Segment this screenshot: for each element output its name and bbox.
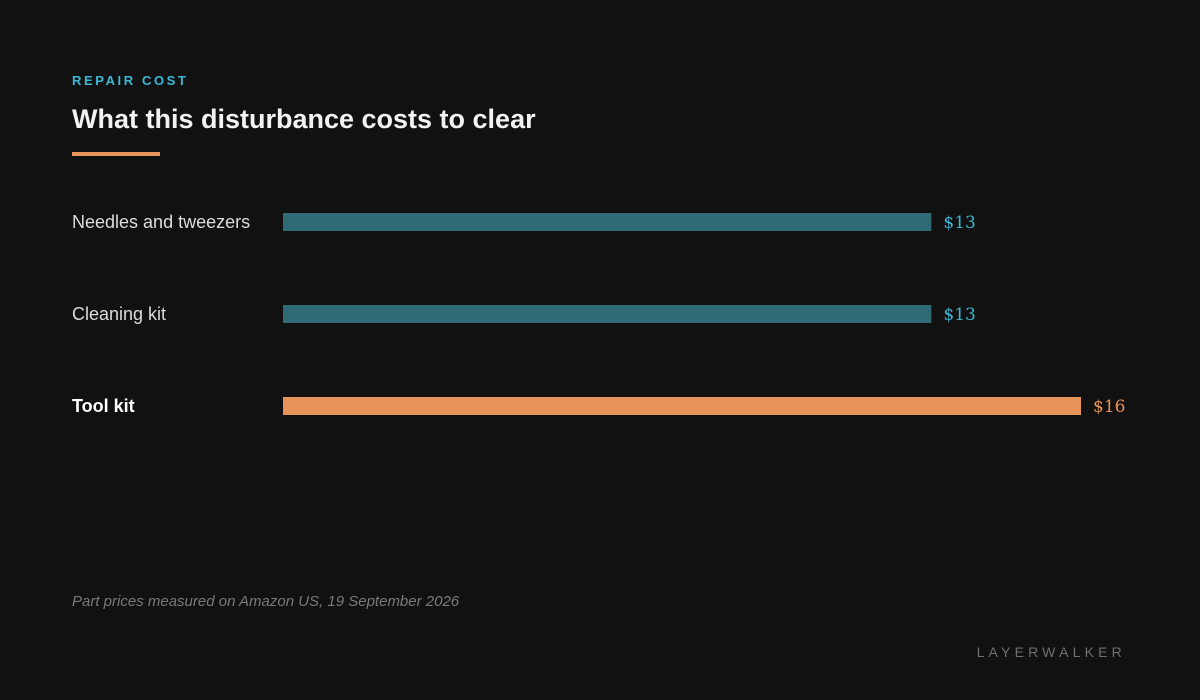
category-label: Tool kit <box>72 396 135 416</box>
section-eyebrow: REPAIR COST <box>72 73 189 88</box>
value-label: $13 <box>943 305 975 325</box>
bar <box>283 305 932 323</box>
source-footnote: Part prices measured on Amazon US, 19 Se… <box>72 593 460 610</box>
value-label: $16 <box>1093 397 1125 417</box>
bar <box>283 213 932 231</box>
category-label: Cleaning kit <box>72 304 166 324</box>
title-accent-rule <box>72 152 160 156</box>
chart-title: What this disturbance costs to clear <box>72 104 536 134</box>
category-label: Needles and tweezers <box>72 212 250 232</box>
brand-wordmark: LAYERWALKER <box>976 644 1126 660</box>
bar <box>283 397 1081 415</box>
value-label: $13 <box>943 213 975 233</box>
